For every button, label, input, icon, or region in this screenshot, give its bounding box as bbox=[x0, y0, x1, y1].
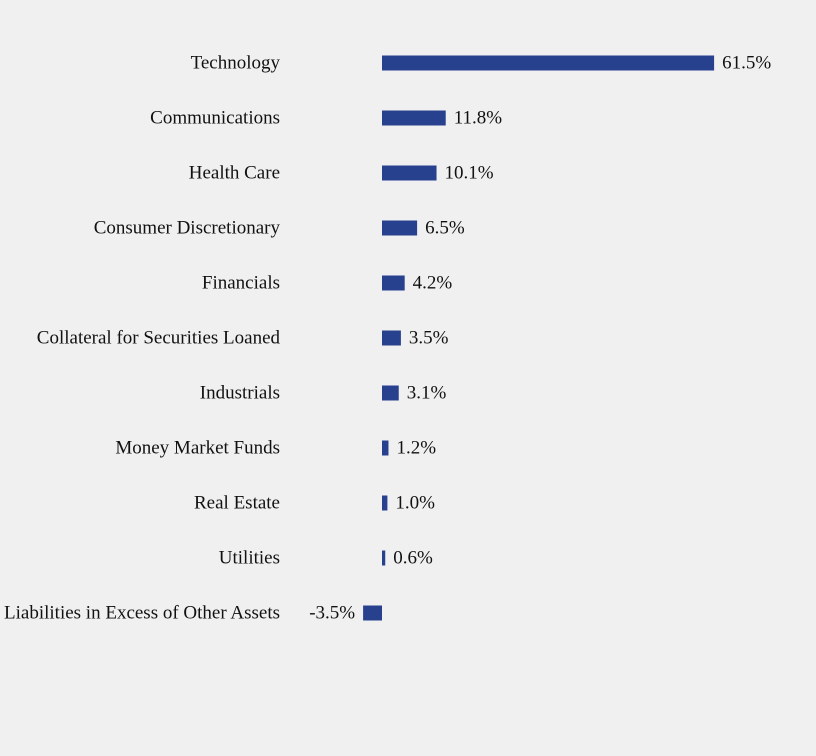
category-label-technology: Technology bbox=[191, 53, 281, 74]
value-label-collateral-for-securities-loaned: 3.5% bbox=[409, 328, 449, 349]
value-label-financials: 4.2% bbox=[413, 273, 453, 294]
value-label-communications: 11.8% bbox=[454, 108, 503, 129]
value-label-health-care: 10.1% bbox=[445, 163, 494, 184]
bar-communications bbox=[382, 110, 446, 126]
category-label-real-estate: Real Estate bbox=[194, 493, 280, 514]
value-labels: 61.5% 11.8% 10.1% 6.5% 4.2% 3.5% 3.1% 1.2% 1.0% 0… bbox=[309, 53, 771, 624]
category-label-liabilities-in-excess-of-other-assets: Liabilities in Excess of Other Assets bbox=[4, 603, 280, 624]
bar-real-estate bbox=[382, 495, 388, 511]
category-label-communications: Communications bbox=[150, 108, 280, 129]
bar-industrials bbox=[382, 385, 399, 401]
category-label-money-market-funds: Money Market Funds bbox=[115, 438, 280, 459]
bar-technology bbox=[382, 55, 715, 71]
value-label-utilities: 0.6% bbox=[393, 548, 433, 569]
value-label-money-market-funds: 1.2% bbox=[396, 438, 436, 459]
bar-collateral-for-securities-loaned bbox=[382, 330, 401, 346]
bars bbox=[363, 55, 715, 621]
value-label-real-estate: 1.0% bbox=[395, 493, 435, 514]
bar-health-care bbox=[382, 165, 437, 181]
bar-liabilities-in-excess-of-other-assets bbox=[363, 605, 382, 621]
category-label-financials: Financials bbox=[202, 273, 280, 294]
value-label-liabilities-in-excess-of-other-assets: -3.5% bbox=[309, 603, 355, 624]
category-labels: Technology Communications Health Care Consu… bbox=[4, 53, 280, 624]
value-label-industrials: 3.1% bbox=[407, 383, 447, 404]
category-label-industrials: Industrials bbox=[200, 383, 280, 404]
bar-financials bbox=[382, 275, 405, 291]
value-label-technology: 61.5% bbox=[722, 53, 771, 74]
category-label-collateral-for-securities-loaned: Collateral for Securities Loaned bbox=[37, 328, 281, 349]
category-label-health-care: Health Care bbox=[189, 163, 280, 184]
value-label-consumer-discretionary: 6.5% bbox=[425, 218, 465, 239]
bar-utilities bbox=[382, 550, 386, 566]
category-label-utilities: Utilities bbox=[219, 548, 280, 569]
bar-money-market-funds bbox=[382, 440, 389, 456]
category-label-consumer-discretionary: Consumer Discretionary bbox=[94, 218, 281, 239]
bar-consumer-discretionary bbox=[382, 220, 418, 236]
